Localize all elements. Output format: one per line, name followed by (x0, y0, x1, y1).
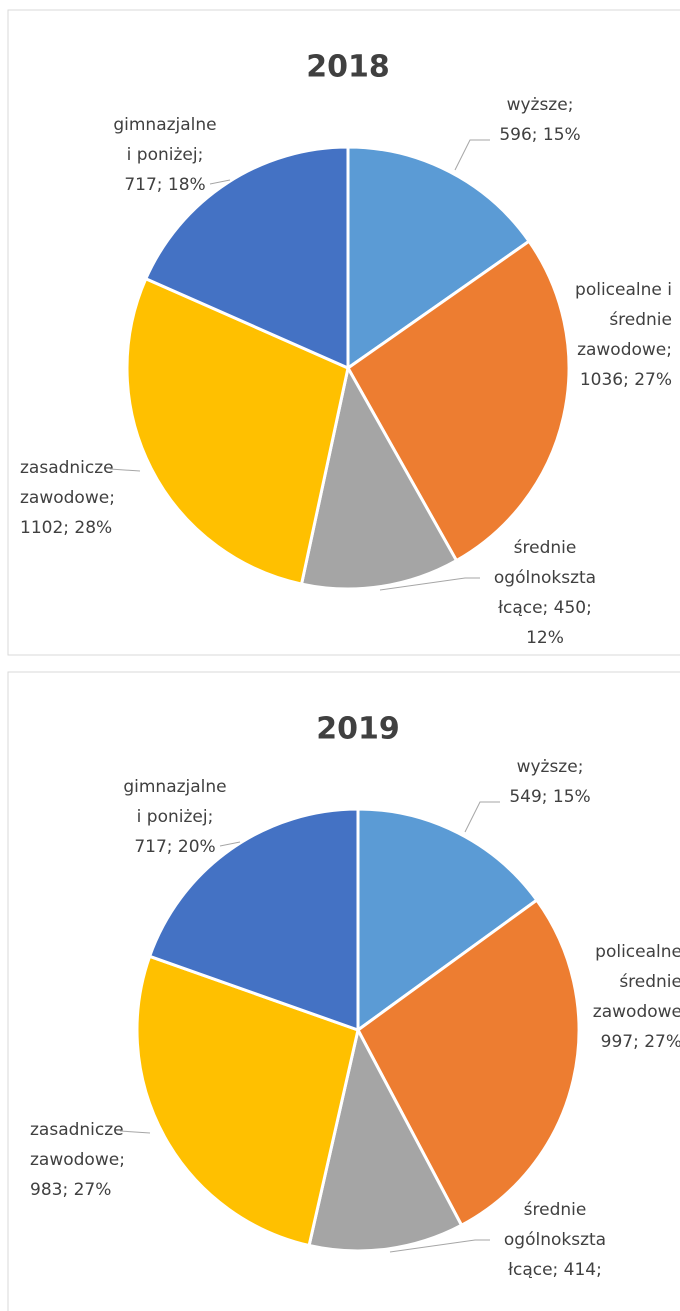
pie-slice (147, 807, 360, 1033)
data-label: wyższe; (507, 95, 574, 115)
data-label: ogólnokszta (494, 568, 596, 588)
chart-title: 2019 (316, 712, 400, 747)
data-label: zawodowe (593, 1002, 680, 1022)
data-label: 997; 27% (601, 1032, 680, 1052)
data-label: 1036; 27% (580, 370, 672, 390)
pie-slice (346, 145, 532, 371)
data-label: łcące; 450; (498, 598, 592, 618)
data-label: 549; 15% (509, 787, 590, 807)
data-label: zasadnicze (30, 1120, 124, 1140)
leader-line (464, 801, 500, 833)
data-label: i poniżej; (127, 145, 204, 165)
data-label: średnie (619, 972, 680, 992)
leader-line (119, 1130, 151, 1134)
data-label: zawodowe; (30, 1150, 125, 1170)
data-label: 983; 27% (30, 1180, 111, 1200)
data-label: zawodowe; (577, 340, 672, 360)
pie-slice (356, 807, 539, 1033)
pie-slice (307, 1025, 464, 1253)
leader-line (109, 468, 141, 472)
leader-line (379, 577, 480, 591)
data-label: gimnazjalne (123, 777, 226, 797)
data-label: 717; 20% (134, 837, 215, 857)
leader-line (389, 1239, 490, 1253)
data-label: zawodowe; (20, 488, 115, 508)
chart-title: 2018 (306, 50, 390, 85)
pie-slice (143, 145, 350, 371)
pie-slice (125, 276, 350, 586)
leader-line (454, 139, 490, 171)
data-label: 1102; 28% (20, 518, 112, 538)
data-label: policealne (595, 942, 680, 962)
data-label: średnie (609, 310, 672, 330)
data-label: łcące; 414; (508, 1260, 602, 1280)
data-label: średnie (524, 1200, 587, 1220)
data-label: 717; 18% (124, 175, 205, 195)
pie-slice (356, 898, 581, 1228)
data-label: zasadnicze (20, 458, 114, 478)
data-label: średnie (514, 538, 577, 558)
chart-frame (7, 9, 680, 656)
pie-slice (346, 239, 571, 563)
chart-frame (7, 671, 680, 1311)
data-label: gimnazjalne (113, 115, 216, 135)
data-label: ogólnokszta (504, 1230, 606, 1250)
data-label: 596; 15% (499, 125, 580, 145)
pie-slice (135, 954, 360, 1248)
data-label: policealne i (575, 280, 672, 300)
leader-line (209, 179, 231, 185)
pie-slice (299, 363, 459, 591)
data-label: wyższe; (517, 757, 584, 777)
data-label: 12% (526, 628, 564, 648)
data-label: i poniżej; (137, 807, 214, 827)
leader-line (219, 841, 241, 847)
